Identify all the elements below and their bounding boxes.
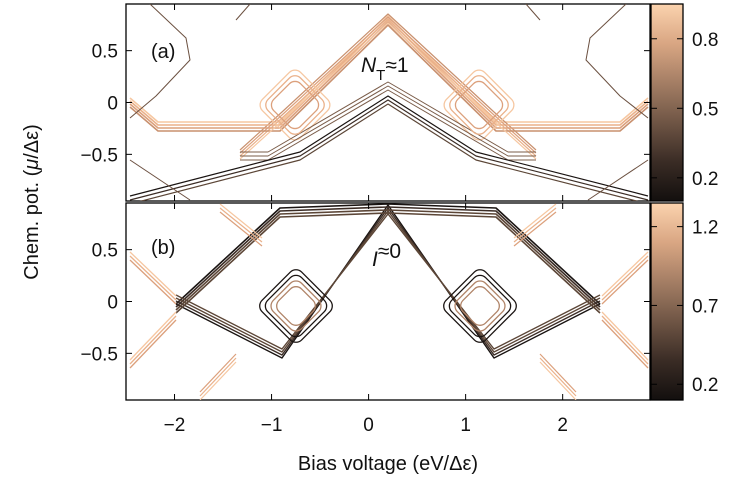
contour-b-lower: [175, 213, 601, 350]
colorbar-tick-label: 1.2: [692, 218, 718, 239]
contour-b-inner-left: [276, 286, 316, 326]
contour-b-diamond: [175, 206, 601, 308]
contour-a-low: [129, 99, 649, 201]
panel-b-label: (b): [151, 237, 175, 259]
x-axis-ticks: −2 −1 0 1 2: [164, 4, 568, 436]
contour-b-side: [513, 207, 557, 243]
contour-b-inner-left: [270, 280, 322, 332]
contour-b-side: [513, 203, 557, 239]
contour-b-lower: [175, 210, 601, 353]
contour-b-inner-right: [448, 274, 512, 338]
contour-b-side: [129, 311, 177, 361]
contour-a-inner-left: [270, 80, 320, 130]
contour-a-low: [129, 95, 649, 197]
panel-a-annotation: NT≈1: [361, 54, 409, 84]
contour-b-diamond: [175, 209, 601, 311]
y-tick-label: 0: [107, 94, 118, 115]
contour-b-side: [601, 255, 649, 301]
colorbar-tick-label: 0.2: [692, 169, 718, 190]
contour-b-side: [219, 203, 263, 239]
contour-b-side: [601, 311, 649, 361]
contour-b-side: [199, 357, 237, 397]
contour-a-side: [129, 4, 191, 119]
contour-a-side: [525, 4, 541, 21]
contour-b-side: [539, 357, 577, 397]
contour-b-side: [601, 315, 649, 365]
contour-a-mid: [240, 85, 536, 157]
contour-a-side: [129, 159, 191, 201]
panel-b: (b) I≈0 0.5 0 −0.5 1.2 0.7 0.2: [80, 202, 718, 401]
contour-b-side: [539, 361, 577, 400]
colorbar-tick-label: 0.2: [692, 375, 718, 396]
contour-a-outer: [129, 15, 649, 123]
panel-b-frame: [125, 202, 651, 401]
panel-b-annotation: I≈0: [372, 240, 401, 271]
colorbar-tick-label: 0.7: [692, 296, 718, 317]
panel-a-yticks: 0.5 0 −0.5: [80, 42, 650, 166]
colorbar-b-ticks: 1.2 0.7 0.2: [651, 218, 718, 396]
contour-b-lower: [175, 204, 601, 359]
contour-b-side: [129, 259, 177, 305]
panel-b-yticks: 0.5 0 −0.5: [80, 241, 650, 365]
y-axis-title: Chem. pot. (μ/Δε): [21, 124, 43, 280]
contour-a-mid: [240, 89, 536, 161]
colorbar-tick-label: 0.5: [692, 99, 718, 120]
panel-a-frame: [125, 3, 651, 202]
y-tick-label: −0.5: [80, 344, 118, 365]
contour-b-side: [601, 251, 649, 297]
contour-a-side: [235, 4, 251, 21]
contour-b-side: [199, 361, 237, 400]
contour-b-inner-left: [259, 269, 333, 343]
contour-a-side: [585, 4, 649, 119]
contour-b-diamond: [175, 203, 601, 305]
contour-b-lower: [175, 207, 601, 356]
contour-b-side: [129, 315, 177, 365]
contour-b-side: [199, 353, 237, 393]
y-tick-label: 0.5: [92, 42, 118, 63]
contour-b-side: [129, 255, 177, 301]
y-tick-label: −0.5: [80, 145, 118, 166]
colorbar-tick-label: 0.8: [692, 30, 718, 51]
contour-b-side: [129, 251, 177, 297]
contour-a-outer: [129, 18, 649, 126]
x-tick-label: 0: [363, 415, 374, 436]
contour-b-side: [219, 207, 263, 243]
contour-a-mid: [240, 81, 536, 153]
panel-a-label: (a): [151, 41, 175, 63]
contour-a-side: [587, 159, 649, 201]
contour-a-inner-right: [454, 80, 504, 130]
contour-b-inner-right: [454, 280, 506, 332]
contour-b-inner-left: [264, 274, 328, 338]
contour-b-side: [513, 211, 557, 247]
x-tick-label: −1: [261, 415, 283, 436]
contour-a-low: [139, 103, 639, 201]
panel-a-contours: [129, 4, 649, 201]
x-tick-label: −2: [164, 415, 186, 436]
colorbar-a-ticks: 0.8 0.5 0.2: [651, 30, 718, 190]
y-tick-label: 0: [107, 293, 118, 314]
contour-b-side: [219, 211, 263, 247]
contour-a-outer: [129, 24, 649, 132]
contour-b-diamond: [175, 212, 601, 314]
x-tick-label: 1: [460, 415, 471, 436]
x-axis-title: Bias voltage (eV/Δε): [298, 453, 478, 475]
contour-b-side: [539, 353, 577, 393]
contour-a-inner-right: [449, 75, 509, 135]
contour-b-side: [601, 319, 649, 369]
x-tick-label: 2: [557, 415, 568, 436]
colorbar-a: [650, 3, 684, 202]
y-tick-label: 0.5: [92, 241, 118, 262]
contour-b-side: [129, 319, 177, 369]
contour-a-outer: [129, 21, 649, 129]
contour-b-inner-right: [460, 286, 500, 326]
contour-a-inner-left: [265, 75, 325, 135]
contour-a-diamond: [239, 22, 537, 160]
contour-a-inner-left: [259, 69, 331, 141]
panel-a: (a) NT≈1 0.5 0 −0.5 0.8 0.5 0.2: [80, 3, 718, 202]
panel-b-contours: [129, 203, 649, 400]
contour-b-inner-right: [443, 269, 517, 343]
colorbar-b: [650, 202, 684, 401]
contour-b-side: [601, 259, 649, 305]
